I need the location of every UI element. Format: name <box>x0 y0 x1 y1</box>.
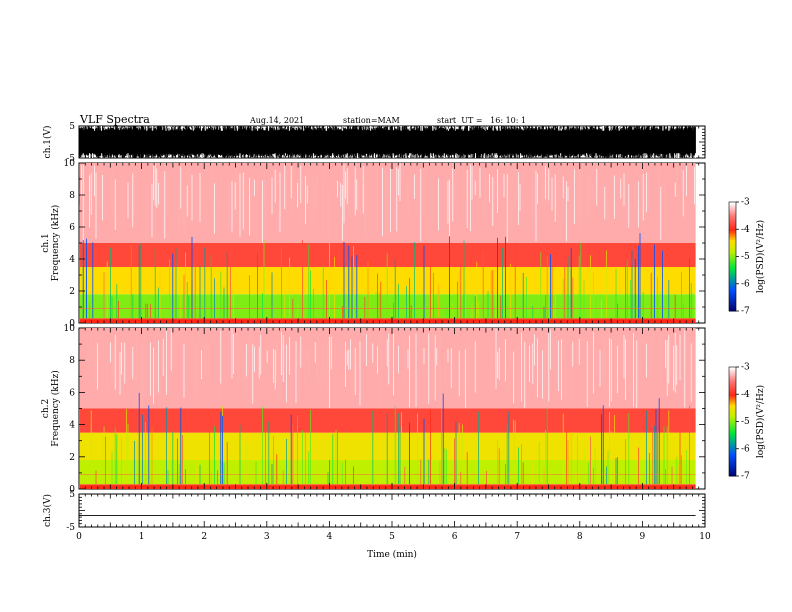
svg-text:Frequency (kHz): Frequency (kHz) <box>50 205 61 282</box>
ylabel-ch2-spectrogram: ch.2 Frequency (kHz) <box>41 370 61 447</box>
ch1-trace <box>78 126 696 158</box>
svg-text:ch.1(V): ch.1(V) <box>42 126 53 159</box>
ylabel-ch1-waveform: ch.1(V) <box>42 126 53 159</box>
y-tick-label: 6 <box>69 223 75 233</box>
colorbar-label: log(PSD)(V²/Hz) <box>755 220 766 293</box>
colorbar-label: log(PSD)(V²/Hz) <box>755 385 766 458</box>
y-tick-label: 0 <box>69 485 75 495</box>
figure-title: VLF Spectra <box>79 113 150 126</box>
spectrogram-band <box>80 318 696 323</box>
figure-date: Aug.14, 2021 <box>249 116 304 125</box>
figure-start-time: start UT = 16: 10: 1 <box>437 116 526 125</box>
y-tick-label: -5 <box>66 154 75 164</box>
spectrogram-band <box>80 267 696 295</box>
x-tick-label: 7 <box>514 532 520 542</box>
y-tick-label: 4 <box>69 255 75 265</box>
spectrogram-band <box>80 243 696 267</box>
x-tick-label: 2 <box>201 532 207 542</box>
colorbar-tick-label: -7 <box>741 307 750 317</box>
y-tick-label: 10 <box>64 159 76 169</box>
svg-text:Frequency (kHz): Frequency (kHz) <box>50 370 61 447</box>
x-tick-label: 6 <box>452 532 458 542</box>
colorbar-tick-label: -6 <box>741 279 750 289</box>
spectrogram-band <box>80 328 696 409</box>
spectrogram-bands <box>79 163 696 323</box>
x-tick-label: 4 <box>327 532 333 542</box>
x-tick-label: 8 <box>577 532 583 542</box>
x-axis-label: Time (min) <box>367 549 417 560</box>
y-tick-label: -5 <box>66 523 75 533</box>
x-tick-label: 3 <box>264 532 270 542</box>
x-tick-label: 10 <box>699 532 711 542</box>
colorbar-ch2-spectrogram: -3 -4 -5 -6 -7 log(PSD)(V²/Hz) <box>728 363 766 482</box>
colorbar-tick-label: -3 <box>741 363 750 373</box>
colorbar-tick-label: -5 <box>741 252 750 262</box>
y-tick-label: 5 <box>69 122 75 132</box>
y-tick-label: 0 <box>69 319 75 329</box>
colorbar-tick-label: -3 <box>741 198 750 208</box>
y-tick-label: 2 <box>69 453 75 463</box>
colorbar-tick-label: -7 <box>741 472 750 482</box>
ylabel-ch3-waveform: ch.3(V) <box>42 494 53 527</box>
spectrogram-bands <box>80 328 696 489</box>
y-tick-label: 5 <box>69 490 75 500</box>
y-tick-label: 4 <box>69 421 75 431</box>
x-tick-label: 0 <box>76 532 82 542</box>
svg-text:ch.2: ch.2 <box>41 399 51 418</box>
y-tick-label: 10 <box>64 324 76 334</box>
x-tick-label: 5 <box>389 532 395 542</box>
colorbar-tick-label: -4 <box>741 390 750 400</box>
spectrogram-band <box>80 163 696 243</box>
y-tick-label: 6 <box>69 388 75 398</box>
colorbar-tick-label: -6 <box>741 444 750 454</box>
colorbar-tick-label: -5 <box>741 417 750 427</box>
colorbar-ch1-spectrogram: -3 -4 -5 -6 -7 log(PSD)(V²/Hz) <box>728 198 766 317</box>
ylabel-ch1-spectrogram: ch.1 Frequency (kHz) <box>41 205 61 282</box>
x-tick-label: 9 <box>640 532 646 542</box>
colorbar-tick-label: -4 <box>741 225 750 235</box>
figure-station: station=MAM <box>343 116 400 125</box>
spectrogram-band <box>80 408 696 433</box>
y-tick-label: 2 <box>69 287 75 297</box>
svg-text:log(PSD)(V²/Hz): log(PSD)(V²/Hz) <box>755 385 766 458</box>
spectrogram-band <box>80 484 696 489</box>
spectrogram-band <box>80 294 696 319</box>
svg-text:ch.1: ch.1 <box>41 233 51 252</box>
y-tick-label: 8 <box>69 356 75 366</box>
x-tick-label: 1 <box>139 532 145 542</box>
y-tick-label: 8 <box>69 191 75 201</box>
svg-text:ch.3(V): ch.3(V) <box>42 494 53 527</box>
svg-text:log(PSD)(V²/Hz): log(PSD)(V²/Hz) <box>755 220 766 293</box>
